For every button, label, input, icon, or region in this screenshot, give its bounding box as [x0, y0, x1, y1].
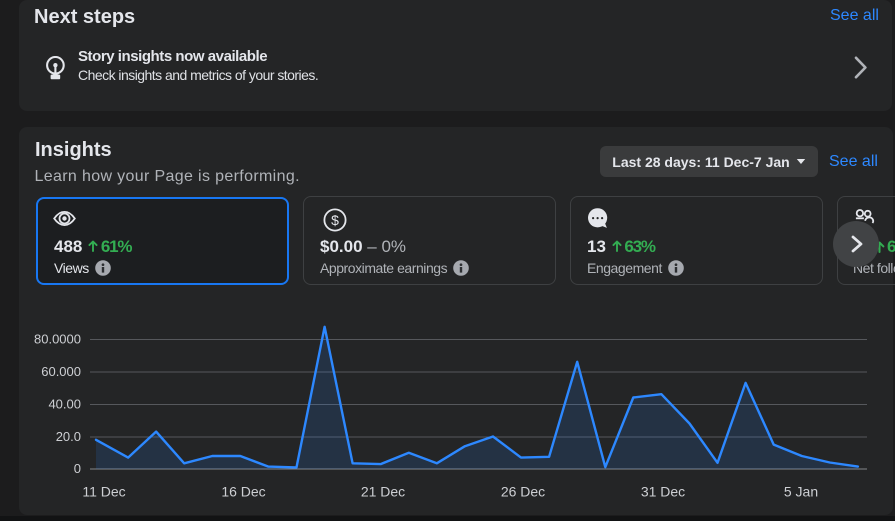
- svg-text:16 Dec: 16 Dec: [221, 484, 265, 500]
- svg-text:26 Dec: 26 Dec: [501, 484, 545, 500]
- svg-text:40.00: 40.00: [48, 397, 81, 412]
- svg-text:$: $: [331, 212, 339, 228]
- svg-text:5 Jan: 5 Jan: [784, 484, 818, 500]
- svg-text:0: 0: [74, 461, 81, 476]
- svg-text:21 Dec: 21 Dec: [361, 484, 405, 500]
- svg-text:31 Dec: 31 Dec: [641, 484, 685, 500]
- svg-text:60.000: 60.000: [41, 364, 81, 379]
- svg-text:80.0000: 80.0000: [34, 332, 81, 347]
- svg-text:11 Dec: 11 Dec: [82, 484, 125, 500]
- svg-text:20.0: 20.0: [56, 429, 81, 444]
